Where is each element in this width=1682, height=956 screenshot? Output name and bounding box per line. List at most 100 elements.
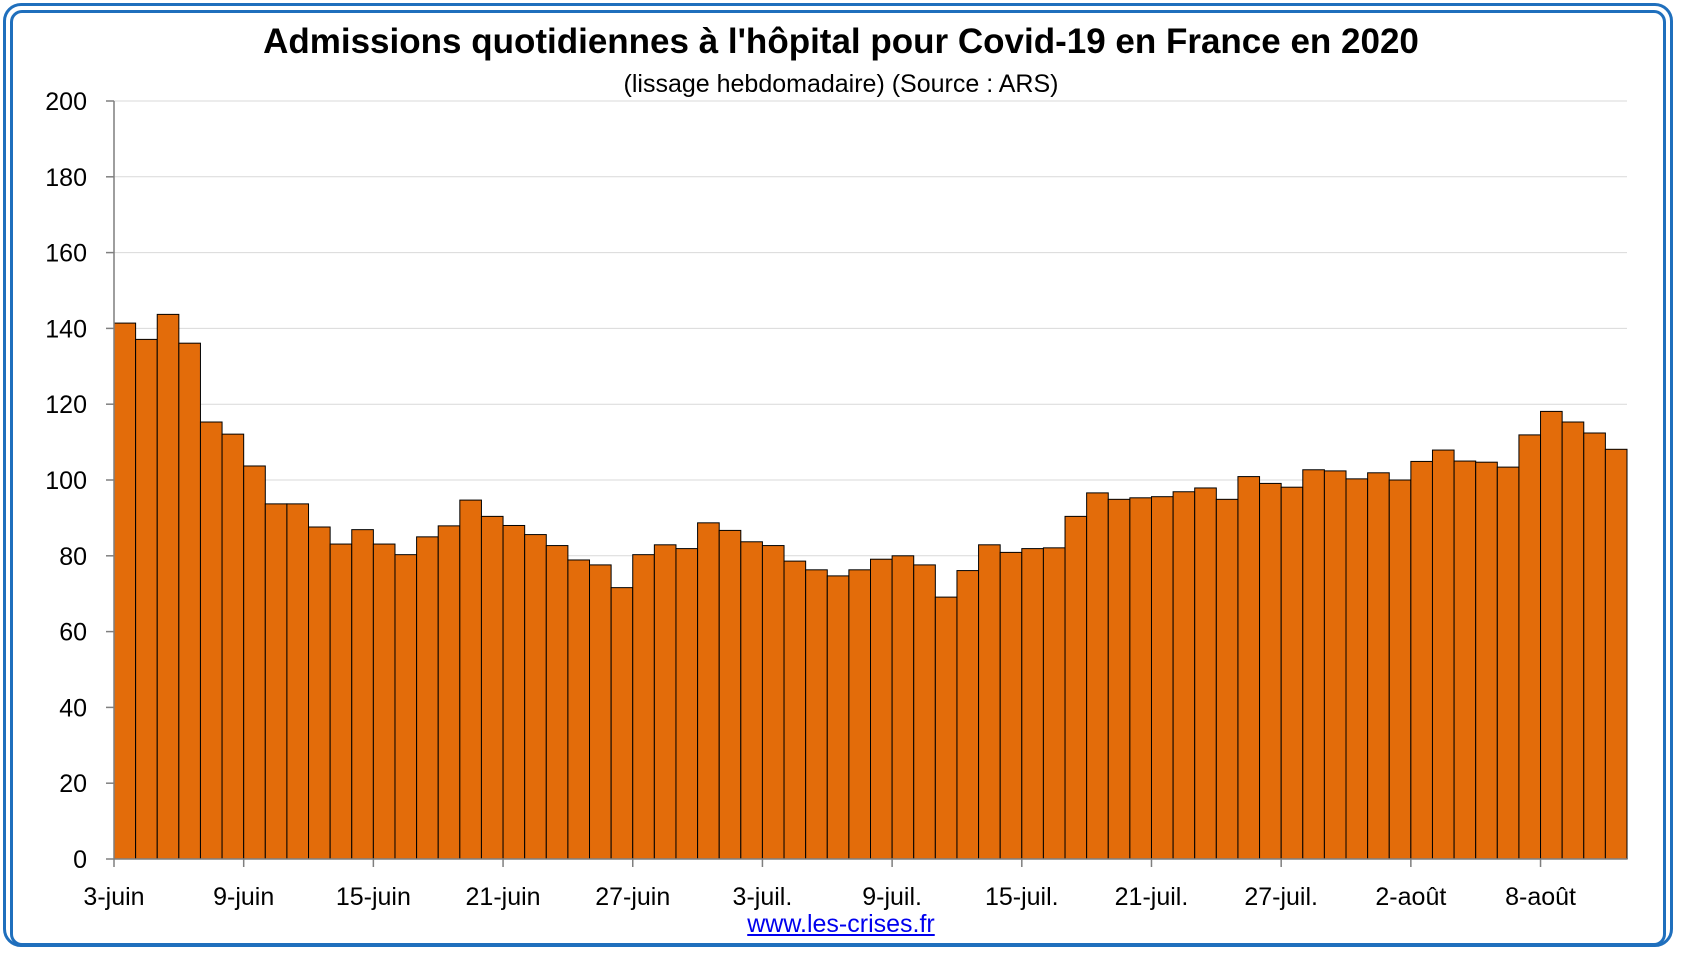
bar	[697, 522, 720, 860]
x-tick-label: 9-juin	[213, 883, 274, 911]
bar	[805, 569, 828, 860]
x-tick-label: 2-août	[1375, 883, 1446, 911]
bar	[826, 575, 850, 860]
x-tick-label: 27-juin	[595, 883, 670, 911]
bar	[1280, 486, 1304, 860]
bar	[1475, 461, 1498, 860]
x-tick-label: 15-juil.	[985, 883, 1059, 911]
bar	[502, 524, 526, 860]
y-tick-label: 200	[45, 88, 87, 116]
bar	[480, 515, 504, 860]
bar	[956, 570, 980, 860]
inner-frame	[10, 10, 1666, 946]
bar	[135, 338, 158, 860]
bar	[1302, 469, 1325, 860]
bar	[1259, 482, 1282, 860]
bar	[199, 421, 223, 860]
x-tick-label: 21-juin	[466, 883, 541, 911]
bar	[913, 564, 936, 860]
bar	[653, 544, 677, 860]
bar	[416, 536, 439, 860]
bar	[1086, 492, 1109, 860]
y-tick-label: 0	[73, 846, 87, 874]
bar	[1021, 548, 1044, 860]
bar	[1194, 487, 1217, 860]
bar	[459, 499, 482, 860]
bar	[1496, 466, 1520, 860]
bar	[761, 545, 785, 860]
bar	[718, 529, 742, 860]
bar	[1431, 449, 1455, 860]
bar	[1150, 496, 1174, 860]
bar	[1064, 515, 1088, 860]
y-tick-label: 100	[45, 467, 87, 495]
bar	[1345, 478, 1369, 860]
bar	[1172, 491, 1196, 860]
bar	[308, 526, 331, 860]
bar	[1215, 498, 1239, 860]
bar	[156, 313, 180, 860]
source-link[interactable]: www.les-crises.fr	[747, 910, 935, 938]
bar	[524, 534, 547, 860]
bar	[1129, 497, 1152, 860]
bar	[783, 560, 807, 860]
bar	[1237, 476, 1261, 860]
bar	[1410, 460, 1433, 860]
bar	[1042, 547, 1066, 860]
x-tick-label: 8-août	[1505, 883, 1576, 911]
y-tick-label: 160	[45, 240, 87, 268]
bar	[999, 551, 1023, 860]
y-tick-label: 120	[45, 391, 87, 419]
bar	[113, 322, 137, 860]
bar	[978, 544, 1001, 860]
x-tick-labels: 3-juin 9-juin 15-juin 21-juin 27-juin 3-juil.…	[83, 883, 1576, 911]
y-tick-label: 20	[59, 770, 87, 798]
bar	[372, 543, 396, 860]
bar	[1540, 410, 1563, 860]
bar	[567, 559, 591, 860]
axes	[106, 100, 1627, 867]
bar	[329, 543, 353, 860]
chart-title: Admissions quotidiennes à l'hôpital pour…	[263, 22, 1419, 61]
bar	[545, 545, 569, 860]
bar	[870, 558, 893, 860]
bar	[1583, 432, 1606, 860]
bar	[1518, 434, 1542, 860]
x-tick-label: 15-juin	[336, 883, 411, 911]
bar	[891, 555, 915, 860]
bar	[1561, 421, 1585, 860]
bars	[113, 313, 1628, 860]
x-tick-label: 3-juil.	[733, 883, 793, 911]
chart-subtitle: (lissage hebdomadaire) (Source : ARS)	[623, 70, 1059, 98]
bar	[1323, 470, 1347, 860]
bar	[286, 503, 310, 860]
x-tick-label: 9-juil.	[862, 883, 922, 911]
bar	[934, 596, 958, 860]
bar	[264, 503, 288, 860]
y-tick-label: 80	[59, 543, 87, 571]
x-tick-label: 3-juin	[83, 883, 144, 911]
y-tick-label: 40	[59, 694, 87, 722]
bar	[178, 342, 201, 860]
bar	[589, 564, 612, 860]
bar	[740, 541, 763, 860]
bar	[610, 587, 634, 860]
bar	[351, 529, 374, 860]
bar	[1453, 460, 1477, 860]
bar	[675, 548, 699, 860]
bar	[848, 569, 872, 860]
y-tick-label: 60	[59, 619, 87, 647]
bar	[1604, 448, 1628, 860]
bar	[1367, 472, 1390, 860]
bar	[1388, 479, 1412, 860]
bar	[632, 554, 655, 860]
y-tick-label: 180	[45, 164, 87, 192]
bar	[221, 433, 245, 860]
bar	[1107, 498, 1131, 860]
x-tick-label: 21-juil.	[1115, 883, 1189, 911]
bar	[243, 465, 266, 860]
y-tick-label: 140	[45, 315, 87, 343]
bar	[394, 554, 418, 860]
x-tick-label: 27-juil.	[1244, 883, 1318, 911]
